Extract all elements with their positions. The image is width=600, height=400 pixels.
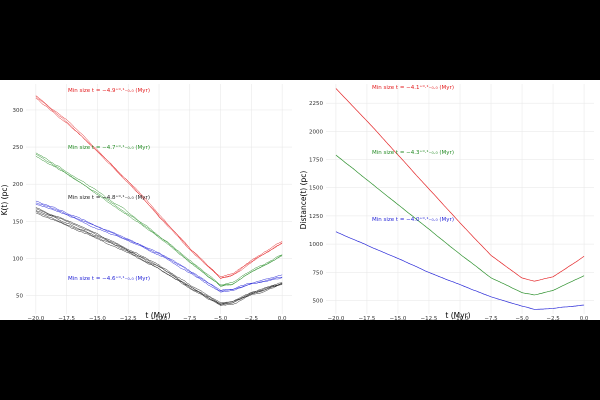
chart-left-y-tick-label: 150 <box>13 219 24 225</box>
chart-right-x-tick-label: 0.0 <box>580 316 589 322</box>
chart-left-x-tick-label: −2.5 <box>245 316 259 322</box>
chart-left-series-black-line <box>35 207 283 303</box>
chart-left-series-red-line <box>35 95 283 278</box>
chart-right-series-green-line <box>335 154 585 296</box>
chart-right-y-tick-label: 1000 <box>309 242 323 248</box>
chart-right-x-tick-label: −20.0 <box>327 316 344 322</box>
chart-left-ylabel: K(t) (pc) <box>0 185 9 216</box>
chart-right-y-tick-label: 500 <box>313 298 324 304</box>
chart-right-background <box>300 80 600 320</box>
chart-right: −20.0 −17.5 −15.0 −12.5 −10.0 −7.5 −5.0 −2.5 0.0… <box>299 80 600 322</box>
chart-left-y-tick-label: 100 <box>13 256 24 262</box>
chart-right-x-tick-label: −5.0 <box>515 316 529 322</box>
chart-right-x-tick-label: −10.0 <box>452 316 469 322</box>
chart-right-ylabel: Distance(t) (pc) <box>299 171 308 230</box>
chart-right-x-tick-label: −15.0 <box>390 316 407 322</box>
chart-right-annotation-blue: Min size t = −4.0⁺⁰·¹₋₀.₀ (Myr) <box>372 216 454 223</box>
chart-left-x-tick-label: −12.5 <box>120 316 137 322</box>
chart-left-x-tick-label: −5.0 <box>214 316 228 322</box>
chart-left-series-red-line <box>35 96 283 279</box>
chart-right-x-tick-label: −2.5 <box>546 316 560 322</box>
chart-left-series-blue-line <box>35 202 283 292</box>
chart-right-annotation-green: Min size t = −4.3⁺⁰·¹₋₀.₀ (Myr) <box>372 149 454 156</box>
chart-left-annotation-black: Min size t = −4.8⁺⁰·¹₋₀.₀ (Myr) <box>68 194 150 201</box>
chart-right-y-tick-label: 1250 <box>309 214 323 220</box>
chart-right-y-tick-label: 2250 <box>309 101 323 107</box>
chart-left-y-tick-label: 200 <box>13 182 24 188</box>
chart-right-y-tick-label: 750 <box>313 270 324 276</box>
chart-right-xlabel: t (Myr) <box>445 311 470 320</box>
chart-left-x-tick-label: 0.0 <box>278 316 287 322</box>
chart-right-x-tick-label: −17.5 <box>359 316 376 322</box>
chart-right-y-tick-label: 2000 <box>309 129 323 135</box>
chart-right-series-blue-line <box>335 231 585 310</box>
chart-left-x-tick-label: −15.0 <box>89 316 106 322</box>
chart-right-x-tick-label: −12.5 <box>421 316 438 322</box>
chart-right-annotation-red: Min size t = −4.1⁺⁰·¹₋₀.₀ (Myr) <box>372 84 454 91</box>
chart-left-x-tick-label: −17.5 <box>58 316 75 322</box>
chart-left: −20.0 −17.5 −15.0 −12.5 −10.0 −7.5 −5.0 −2.5 0.0… <box>0 80 300 322</box>
chart-left-series-blue-line <box>35 203 283 293</box>
chart-left-x-tick-label: −20.0 <box>27 316 44 322</box>
chart-right-y-tick-label: 1750 <box>309 158 323 164</box>
chart-right-series-red-line <box>335 88 585 282</box>
chart-left-x-tick-label: −10.0 <box>151 316 168 322</box>
chart-right-x-tick-label: −7.5 <box>484 316 498 322</box>
chart-left-x-tick-label: −7.5 <box>183 316 197 322</box>
chart-left-series-black-line <box>35 208 283 304</box>
chart-left-series-green-line <box>35 152 283 286</box>
chart-left-y-tick-label: 300 <box>13 108 24 114</box>
chart-left-y-tick-label: 250 <box>13 145 24 151</box>
chart-left-background <box>0 80 300 320</box>
chart-left-series-blue-line <box>35 200 283 291</box>
chart-left-xlabel: t (Myr) <box>145 311 170 320</box>
chart-left-annotation-blue: Min size t = −4.6⁺⁰·¹₋₀.₀ (Myr) <box>68 275 150 282</box>
chart-left-y-tick-label: 50 <box>16 293 23 299</box>
chart-left-annotation-green: Min size t = −4.7⁺⁰·¹₋₀.₀ (Myr) <box>68 144 150 151</box>
chart-left-annotation-red: Min size t = −4.9⁺⁰·¹₋₀.₀ (Myr) <box>68 87 150 94</box>
chart-right-y-tick-label: 1500 <box>309 186 323 192</box>
chart-left-series-black-line <box>35 211 283 305</box>
